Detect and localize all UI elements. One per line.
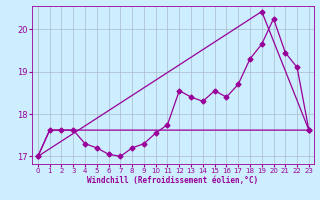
X-axis label: Windchill (Refroidissement éolien,°C): Windchill (Refroidissement éolien,°C)	[87, 176, 258, 185]
